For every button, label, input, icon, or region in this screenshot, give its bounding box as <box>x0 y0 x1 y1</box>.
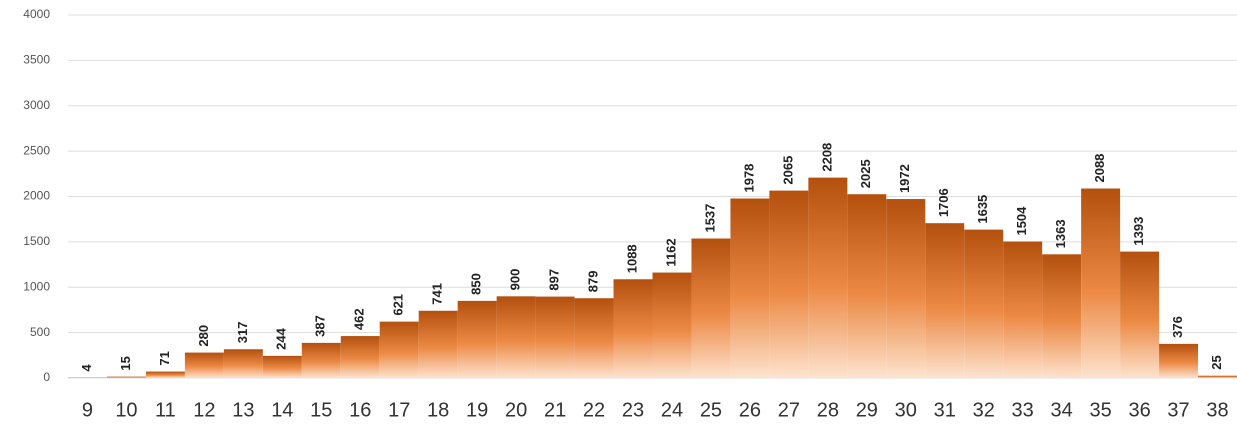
x-tick-label: 20 <box>505 399 527 421</box>
x-tick-label: 37 <box>1167 399 1189 421</box>
x-tick-label: 34 <box>1051 399 1073 421</box>
bar <box>730 198 770 378</box>
data-label: 2025 <box>858 159 873 188</box>
bar <box>457 300 497 378</box>
x-tick-label: 15 <box>310 399 332 421</box>
x-tick-label: 29 <box>856 399 878 421</box>
bar <box>574 298 614 378</box>
y-tick-label: 2500 <box>23 143 50 157</box>
y-tick-label: 500 <box>30 325 50 339</box>
x-tick-label: 10 <box>115 399 137 421</box>
y-tick-label: 1500 <box>23 234 50 248</box>
bar <box>1159 343 1199 378</box>
bar <box>769 190 809 378</box>
y-tick-label: 3000 <box>23 98 50 112</box>
bar <box>184 352 224 378</box>
x-tick-label: 36 <box>1128 399 1150 421</box>
data-label: 1088 <box>624 244 639 273</box>
x-tick-label: 24 <box>661 399 683 421</box>
data-label: 900 <box>508 269 523 291</box>
x-tick-label: 17 <box>388 399 410 421</box>
y-tick-label: 3500 <box>23 53 50 67</box>
bar <box>301 342 341 378</box>
bar <box>691 238 731 378</box>
bar <box>808 177 848 378</box>
bar <box>223 349 263 378</box>
x-tick-label: 18 <box>427 399 449 421</box>
x-tick-label: 11 <box>155 399 176 421</box>
bar <box>1003 241 1043 378</box>
x-tick-label: 33 <box>1012 399 1034 421</box>
x-tick-label: 25 <box>700 399 722 421</box>
data-label: 850 <box>469 273 484 295</box>
bar <box>496 296 536 378</box>
bar <box>1120 251 1160 378</box>
data-label: 376 <box>1170 316 1185 338</box>
bar <box>379 321 419 378</box>
bar <box>1042 254 1082 378</box>
data-label: 4 <box>79 364 94 372</box>
x-tick-label: 19 <box>466 399 488 421</box>
data-label: 387 <box>313 315 328 337</box>
data-label: 2088 <box>1092 154 1107 183</box>
bar <box>145 371 185 378</box>
y-tick-label: 2000 <box>23 189 50 203</box>
data-label: 462 <box>352 308 367 330</box>
data-label: 2208 <box>819 143 834 172</box>
bar <box>340 336 380 378</box>
bar <box>106 376 146 378</box>
x-tick-label: 38 <box>1206 399 1228 421</box>
x-tick-label: 23 <box>622 399 644 421</box>
y-tick-label: 1000 <box>23 279 50 293</box>
data-label: 317 <box>235 322 250 344</box>
x-tick-label: 22 <box>583 399 605 421</box>
x-tick-label: 30 <box>895 399 917 421</box>
y-tick-label: 0 <box>43 370 50 384</box>
data-label: 244 <box>274 327 289 349</box>
x-tick-label: 26 <box>739 399 761 421</box>
bar <box>262 355 302 378</box>
y-tick-label: 4000 <box>23 7 50 21</box>
bar <box>1081 188 1121 378</box>
x-tick-label: 31 <box>934 399 956 421</box>
x-tick-label: 16 <box>349 399 371 421</box>
data-label: 1972 <box>897 164 912 193</box>
data-label: 280 <box>196 325 211 347</box>
data-label: 1162 <box>663 238 678 266</box>
data-label: 1635 <box>975 195 990 224</box>
bar <box>1198 375 1237 378</box>
data-label: 879 <box>585 271 600 293</box>
data-label: 15 <box>118 356 133 370</box>
data-label: 2065 <box>780 156 795 185</box>
x-tick-label: 27 <box>778 399 800 421</box>
x-tick-label: 13 <box>232 399 254 421</box>
x-tick-label: 21 <box>544 399 566 421</box>
x-tick-label: 12 <box>193 399 215 421</box>
bar <box>925 223 965 378</box>
x-tick-label: 9 <box>82 399 93 421</box>
bar <box>964 229 1004 378</box>
x-tick-label: 32 <box>973 399 995 421</box>
data-label: 71 <box>157 351 172 365</box>
data-label: 1363 <box>1053 219 1068 248</box>
data-label: 1537 <box>702 204 717 233</box>
data-label: 1978 <box>741 164 756 193</box>
data-label: 25 <box>1209 355 1224 369</box>
data-label: 1393 <box>1131 217 1146 246</box>
bar <box>886 199 926 378</box>
data-label: 897 <box>547 269 562 291</box>
bar <box>847 194 887 378</box>
bar <box>418 310 458 378</box>
data-label: 741 <box>430 283 445 305</box>
bar <box>613 279 653 378</box>
data-label: 1706 <box>936 188 951 217</box>
bar <box>652 272 692 378</box>
data-label: 1504 <box>1014 206 1029 236</box>
x-tick-label: 14 <box>271 399 293 421</box>
bar <box>535 296 575 378</box>
data-label: 621 <box>391 294 406 316</box>
x-tick-label: 35 <box>1089 399 1111 421</box>
x-tick-label: 28 <box>817 399 839 421</box>
